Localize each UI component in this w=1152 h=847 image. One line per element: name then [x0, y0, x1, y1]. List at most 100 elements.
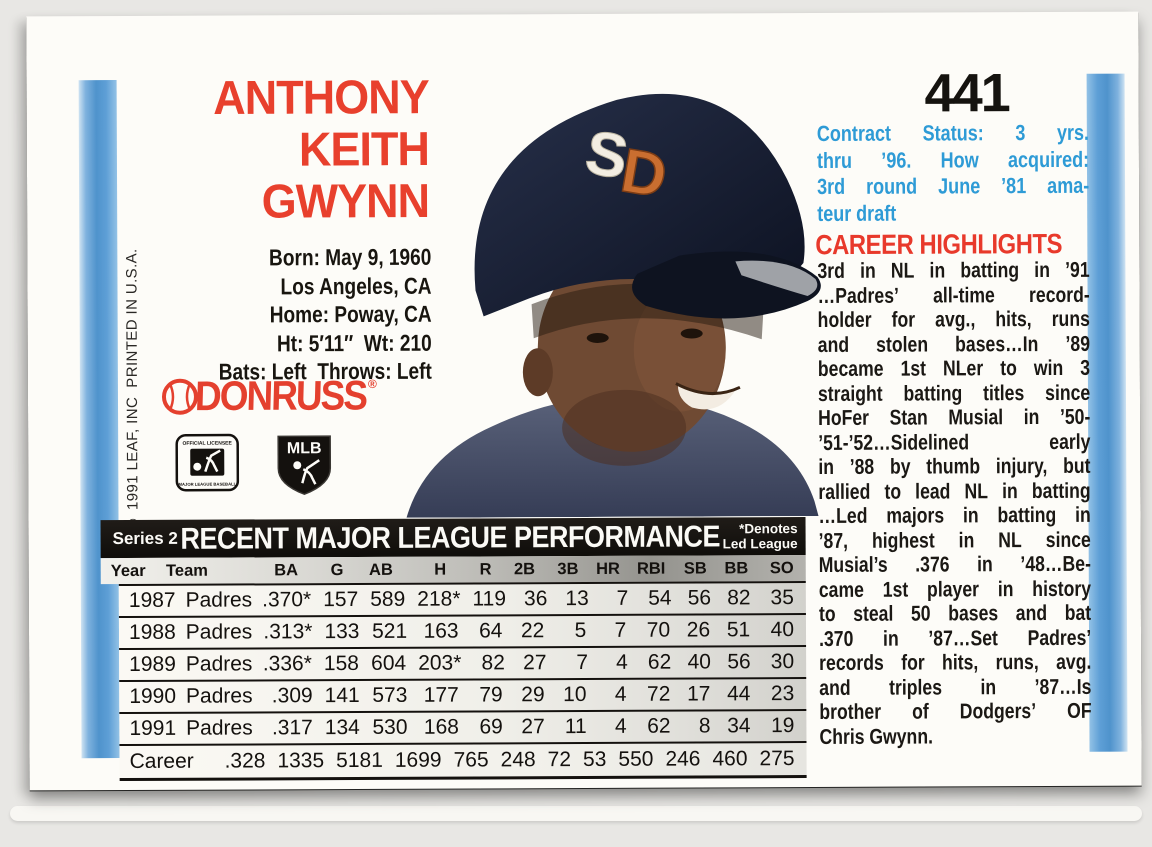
text-line: …Led majors in batting in: [818, 502, 1091, 528]
text-line: became 1st NLer to win 3: [817, 355, 1091, 381]
stats-row: 1988 Padres .313* 133 521 163 64 22 5 7 70 26 51 40: [118, 613, 807, 649]
column-header-h: H: [434, 560, 447, 579]
contract-status: Contract Status: 3 yrs. thru ’96. How acquired:…: [817, 120, 1090, 227]
text-line: holder for avg., hits, runs: [817, 306, 1090, 332]
stat-cell: 23: [770, 682, 795, 706]
text-line: ’87, highest in NL since: [818, 527, 1091, 553]
text-line: Musial’s .376 in ’48…Be-: [818, 551, 1091, 577]
stat-cell: Padres: [186, 716, 253, 740]
stats-rows: 1987 Padres .370* 157 589 218* 119 36 13 7 54 56 82 3…: [118, 581, 807, 745]
stat-cell: 1989: [129, 652, 176, 676]
text-line: …Padres’ all-time record-: [817, 282, 1090, 308]
column-header-sb: SB: [683, 558, 707, 578]
stat-cell: 44: [727, 682, 751, 706]
baseball-icon: [161, 378, 198, 415]
text-line: and stolen bases…In ’89: [817, 331, 1091, 357]
stat-cell: 177: [423, 683, 459, 707]
column-header-ba: BA: [274, 560, 299, 579]
column-header-2b: 2B: [513, 559, 536, 578]
text-line: HoFer Stan Musial in ’50-: [818, 404, 1091, 430]
donruss-wordmark: DONRUSS: [194, 372, 367, 420]
text-line: came 1st player in history: [818, 576, 1092, 602]
stat-cell: 141: [324, 683, 360, 708]
blue-border-right: [1086, 73, 1128, 752]
stat-cell: 82: [727, 586, 751, 610]
stat-cell: 4: [614, 682, 627, 706]
stat-cell: 1988: [128, 620, 176, 644]
stat-cell: 30: [770, 650, 795, 674]
column-header-year: Year: [110, 561, 146, 580]
text-line: 3rd in NL in batting in ’91: [817, 257, 1090, 283]
stats-row: 1990 Padres .309 141 573 177 79 29 10 4 72 17 44 23: [119, 677, 807, 713]
stat-cell: 13: [565, 586, 589, 611]
stat-cell: 1990: [129, 684, 177, 708]
text-line: teur draft: [817, 200, 897, 226]
stat-cell: 530: [372, 715, 408, 739]
stats-column-headers: Year Team BA G AB H R 2B 3B HR RBI SB BB SO: [100, 555, 806, 585]
stat-cell: 70: [646, 618, 671, 642]
stat-cell: 5: [574, 618, 587, 643]
stat-cell: 26: [686, 618, 711, 642]
stat-cell: .336*: [262, 652, 312, 676]
licensee-bottom-text: MAJOR LEAGUE BASEBALL: [178, 482, 236, 487]
career-stat-cell: 1699: [394, 748, 442, 772]
stat-cell: 8: [698, 714, 711, 738]
stat-cell: 10: [563, 682, 587, 707]
license-logos: OFFICIAL LICENSEE MAJOR LEAGUE BASEBALL …: [175, 433, 333, 498]
player-portrait: D S: [406, 93, 821, 518]
scanner-artifact-strip: [10, 806, 1142, 821]
stat-cell: 36: [523, 587, 548, 611]
text-line: .370 in ’87…Set Padres’: [818, 625, 1092, 651]
career-stat-cell: 53: [582, 747, 607, 772]
stat-cell: 573: [372, 683, 408, 707]
blue-border-left: [78, 80, 120, 759]
player-photo: D S: [378, 49, 825, 518]
career-stat-cell: 72: [547, 748, 572, 772]
column-header-hr: HR: [596, 559, 620, 578]
stat-cell: 51: [726, 618, 751, 642]
text-line: ’51-’52…Sidelined early: [818, 429, 1091, 455]
registered-mark: ®: [367, 376, 377, 391]
text-line: straight batting titles since: [817, 380, 1091, 406]
stat-cell: 64: [478, 619, 503, 643]
stat-cell: 82: [481, 651, 505, 675]
column-header-r: R: [479, 559, 492, 578]
stat-cell: 62: [647, 714, 671, 738]
stat-cell: 27: [521, 715, 545, 739]
stat-cell: 72: [646, 682, 671, 706]
career-stat-cell: 550: [618, 747, 654, 771]
stat-cell: 4: [616, 650, 628, 674]
card-number: 441: [924, 63, 1009, 124]
text-line: Chris Gwynn.: [819, 723, 934, 749]
stat-cell: Padres: [185, 588, 253, 612]
career-highlights-title: CAREER HIGHLIGHTS: [815, 227, 1063, 261]
stat-cell: 17: [686, 682, 711, 706]
text-line: 3rd round June ’81 ama-: [817, 172, 1090, 199]
stat-cell: .313*: [263, 620, 313, 644]
stat-cell: 19: [770, 714, 795, 738]
trading-card: © 1991 LEAF, INC PRINTED IN U.S.A. ANTHO…: [26, 11, 1142, 791]
stat-cell: 34: [727, 714, 751, 738]
stat-cell: 27: [523, 651, 547, 675]
career-stat-cell: 460: [712, 747, 748, 771]
stat-cell: 1987: [128, 588, 176, 612]
text-line: in ’88 by thumb injury, but: [818, 453, 1091, 479]
column-header-3b: 3B: [557, 559, 579, 578]
text-line: brother of Dodgers’ OF: [819, 698, 1092, 724]
denotes-note: *Denotes Led League: [723, 521, 806, 551]
denotes-line: Led League: [722, 536, 798, 552]
stat-cell: 168: [423, 715, 460, 739]
stat-cell: 7: [616, 586, 629, 610]
mlb-shield-text: MLB: [287, 440, 322, 457]
stats-table-header-bar: Series 2 RECENT MAJOR LEAGUE PERFORMANCE…: [100, 517, 806, 559]
stat-cell: 4: [614, 714, 627, 738]
stat-cell: 203*: [418, 651, 462, 675]
text-line: Contract Status: 3 yrs.: [816, 119, 1090, 146]
stat-cell: 29: [521, 683, 545, 707]
stats-table-title: RECENT MAJOR LEAGUE PERFORMANCE: [180, 519, 721, 556]
stat-cell: 35: [770, 586, 794, 610]
stat-cell: .309: [271, 684, 313, 708]
smile: [677, 385, 736, 410]
stat-cell: 79: [479, 683, 503, 707]
stat-cell: 521: [372, 619, 408, 643]
